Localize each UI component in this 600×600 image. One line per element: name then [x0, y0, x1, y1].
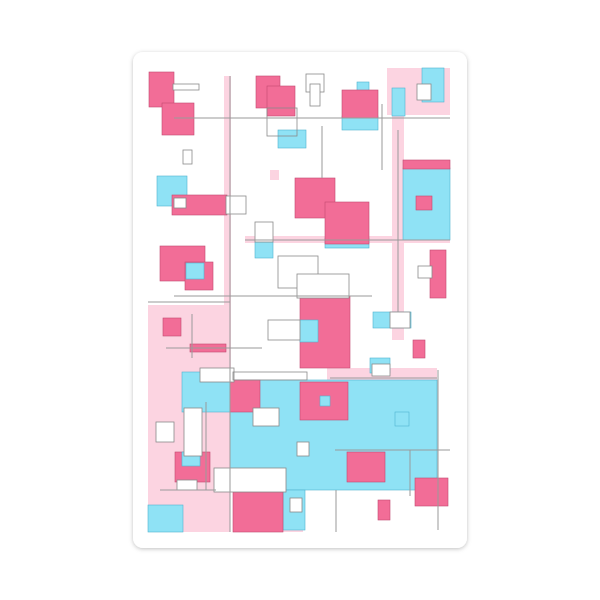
shape [224, 76, 231, 410]
shape [270, 170, 279, 180]
shape [147, 504, 184, 533]
shape [155, 421, 175, 443]
shape [414, 477, 449, 507]
shape [182, 149, 193, 165]
shape [213, 467, 287, 493]
shape [172, 83, 200, 91]
shape [232, 491, 284, 533]
shape [161, 102, 195, 136]
shape [225, 195, 247, 215]
shape [176, 479, 198, 491]
shape [254, 241, 274, 259]
shape [319, 395, 331, 407]
shape [346, 451, 386, 483]
shape [252, 407, 280, 427]
shape [289, 497, 303, 513]
shape [183, 407, 203, 457]
shape [296, 273, 350, 299]
shape [267, 319, 301, 341]
shape [391, 87, 406, 117]
shape [371, 363, 391, 377]
shape [377, 499, 391, 521]
shape [232, 371, 308, 381]
shape [148, 71, 175, 108]
shape [389, 311, 411, 329]
shape [185, 262, 205, 280]
shape [299, 319, 319, 343]
shape [277, 129, 307, 149]
shape [394, 411, 410, 427]
shape [254, 221, 274, 243]
shape [324, 201, 370, 245]
shape [402, 159, 451, 170]
shape [309, 83, 321, 107]
shape [341, 89, 379, 119]
shape [296, 441, 310, 457]
shape [417, 265, 433, 279]
shape [415, 195, 433, 211]
shape [266, 85, 296, 117]
shape [162, 317, 182, 337]
shape [266, 107, 298, 137]
artwork [147, 67, 451, 533]
shape [416, 83, 432, 101]
shape [173, 197, 187, 209]
shape [199, 367, 235, 383]
shape [412, 339, 426, 359]
shape [229, 379, 261, 413]
